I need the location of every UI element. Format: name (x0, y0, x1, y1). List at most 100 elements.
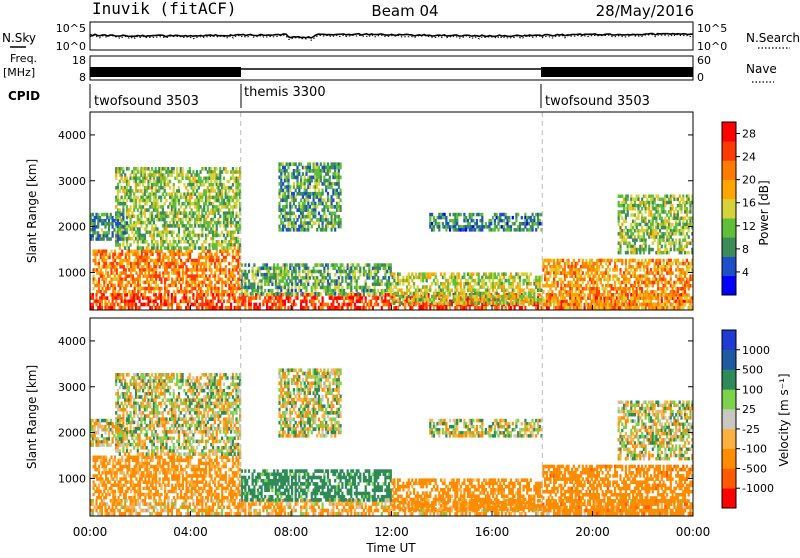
x-tick-label-0: 00:00 (73, 525, 108, 539)
cpid-row: CPID twofsound 3503 themis 3300 twofsoun… (8, 84, 650, 109)
velocity-colorbar-label: Velocity [m s⁻¹] (777, 373, 791, 466)
nsky-label: N.Sky (2, 31, 36, 45)
velocity-echo-field (90, 368, 693, 515)
echo-region-5 (278, 368, 341, 437)
y-tick-label-3: 4000 (58, 129, 86, 142)
power-colorbar-tick-label-6: 28 (742, 128, 756, 141)
power-colorbar-tick-label-1: 8 (742, 243, 749, 256)
velocity-colorbar-band-7 (722, 350, 736, 370)
freq-tick-bottom: 8 (79, 71, 86, 84)
power-colorbar-tick-label-2: 12 (742, 220, 756, 233)
y-tick-label-1: 2000 (58, 221, 86, 234)
power-colorbar-tick-label-3: 16 (742, 197, 756, 210)
x-axis-label: Time UT (365, 541, 416, 554)
power-colorbar-tick-label-5: 24 (742, 151, 756, 164)
x-tick-label-5: 20:00 (575, 525, 610, 539)
power-colorbar-tick-label-0: 4 (742, 266, 749, 279)
echo-region-1 (93, 456, 242, 500)
velocity-colorbar-tick-label-4: -25 (742, 423, 760, 436)
nsearch-tick-top: 10^5 (697, 22, 727, 35)
x-tick-label-6: 00:00 (676, 525, 711, 539)
power-colorbar-band-5 (722, 180, 736, 200)
velocity-colorbar: 1000 500 100 25 -25 -100 -500 -1000 (722, 330, 774, 508)
cpid-segment-2: themis 3300 (244, 85, 326, 100)
power-colorbar-band-3 (722, 218, 736, 238)
velocity-colorbar-band-0 (722, 488, 736, 508)
y-tick-label-2: 3000 (58, 175, 86, 188)
velocity-colorbar-tick-label-7: -1000 (742, 482, 774, 495)
echo-region-4 (241, 263, 392, 295)
velocity-panel: 1000 2000 3000 4000 Slant Range [km] 1000 50… (25, 318, 791, 516)
velocity-colorbar-band-1 (722, 468, 736, 488)
nsearch-label: N.Search (746, 31, 800, 45)
velocity-ylabel: Slant Range [km] (25, 365, 39, 469)
y-tick-label-3: 4000 (58, 335, 86, 348)
echo-region-7 (429, 213, 543, 232)
echo-region-3 (90, 213, 128, 241)
freq-panel: Freq. [MHz] 18 8 60 0 Nave (3, 52, 777, 84)
velocity-colorbar-tick-label-1: 500 (742, 364, 763, 377)
freq-unit: [MHz] (3, 66, 35, 79)
nsky-tick-top: 10^5 (56, 22, 86, 35)
power-echo-field (90, 162, 693, 309)
y-tick-label-2: 3000 (58, 381, 86, 394)
echo-region-4 (241, 469, 392, 501)
station-title: Inuvik (fitACF) (92, 0, 237, 18)
power-colorbar-band-7 (722, 141, 736, 161)
nsky-panel: N.Sky 10^5 10^0 10^5 10^0 N.Search (2, 22, 800, 53)
velocity-colorbar-tick-label-0: 1000 (742, 344, 770, 357)
echo-region-3 (90, 419, 128, 447)
power-colorbar-band-4 (722, 199, 736, 219)
cpid-label: CPID (8, 89, 40, 103)
power-colorbar-band-8 (722, 122, 736, 142)
freq-band-segment-1 (90, 67, 241, 77)
echo-region-2 (115, 373, 241, 456)
velocity-colorbar-tick-label-6: -500 (742, 462, 767, 475)
nave-tick-top: 60 (697, 54, 711, 67)
freq-tick-top: 18 (72, 54, 86, 67)
power-panel: 1000 2000 3000 4000 Slant Range [km] 4 8 12 16… (25, 112, 771, 310)
power-colorbar-band-6 (722, 160, 736, 180)
x-axis: 00:00 04:00 08:00 12:00 16:00 20:00 00:00 (73, 525, 711, 539)
velocity-colorbar-tick-label-5: -100 (742, 443, 767, 456)
x-tick-label-3: 12:00 (374, 525, 409, 539)
power-colorbar-band-0 (722, 276, 736, 296)
beam-title: Beam 04 (371, 2, 438, 20)
y-tick-label-0: 1000 (58, 266, 86, 279)
nsky-tick-bottom: 10^0 (56, 40, 86, 53)
velocity-colorbar-band-5 (722, 389, 736, 409)
velocity-colorbar-band-2 (722, 449, 736, 469)
cpid-segment-3: twofsound 3503 (545, 94, 650, 109)
echo-region-7 (429, 419, 543, 438)
x-tick-label-1: 04:00 (173, 525, 208, 539)
echo-region-1 (93, 250, 242, 294)
power-ylabel: Slant Range [km] (25, 159, 39, 263)
velocity-colorbar-band-4 (722, 409, 736, 429)
echo-region-9 (618, 401, 694, 461)
cpid-segment-1: twofsound 3503 (94, 94, 199, 109)
freq-label: Freq. (10, 52, 37, 65)
power-colorbar-tick-label-4: 20 (742, 174, 756, 187)
power-colorbar-band-2 (722, 237, 736, 257)
power-colorbar: 4 8 12 16 20 24 28 (722, 122, 756, 295)
power-colorbar-label: Power [dB] (757, 180, 771, 245)
velocity-colorbar-band-6 (722, 370, 736, 390)
velocity-colorbar-band-8 (722, 330, 736, 350)
echo-region-5 (278, 162, 341, 231)
nsearch-tick-bottom: 10^0 (697, 40, 727, 53)
echo-region-2 (115, 167, 241, 250)
x-tick-label-2: 08:00 (274, 525, 309, 539)
date-title: 28/May/2016 (596, 2, 694, 20)
y-tick-label-0: 1000 (58, 472, 86, 485)
echo-region-9 (618, 195, 694, 255)
velocity-colorbar-tick-label-2: 100 (742, 383, 763, 396)
velocity-colorbar-tick-label-3: 25 (742, 403, 756, 416)
velocity-colorbar-band-3 (722, 429, 736, 449)
x-tick-label-4: 16:00 (475, 525, 510, 539)
y-tick-label-1: 2000 (58, 427, 86, 440)
nave-label: Nave (746, 62, 777, 76)
nave-tick-bottom: 0 (697, 71, 704, 84)
power-colorbar-band-1 (722, 257, 736, 277)
